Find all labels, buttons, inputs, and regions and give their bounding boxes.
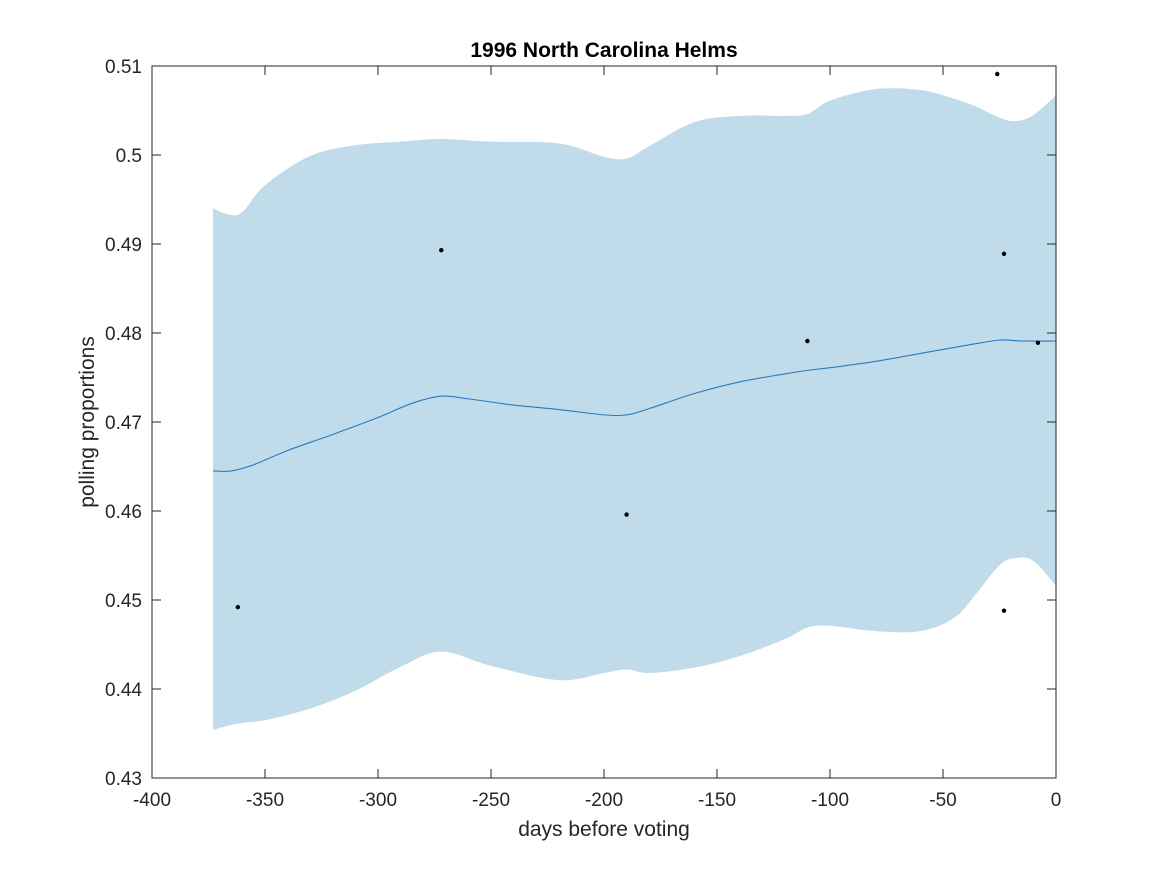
x-tick-label: -150 [698,790,736,811]
x-tick-label: -100 [811,790,849,811]
y-tick-label: 0.46 [105,502,142,523]
y-tick-label: 0.51 [105,57,142,78]
y-tick-label: 0.48 [105,324,142,345]
x-tick-label: 0 [1051,790,1062,811]
data-point [1001,608,1007,613]
x-tick-label: -200 [585,790,623,811]
y-tick-label: 0.49 [105,235,142,256]
y-tick-label: 0.47 [105,413,142,434]
data-point [1001,251,1007,256]
x-tick-label: -400 [133,790,171,811]
data-point [995,71,1000,77]
data-point [624,512,629,517]
x-tick-label: -250 [472,790,510,811]
x-tick-label: -50 [929,790,956,811]
data-point [805,338,810,344]
chart-title: 1996 North Carolina Helms [470,39,737,62]
x-tick-label: -300 [359,790,397,811]
confidence-band [213,88,1056,730]
y-tick-label: 0.5 [116,146,142,167]
x-tick-label: -350 [246,790,284,811]
y-tick-label: 0.43 [105,769,142,790]
data-point [1035,340,1041,345]
y-tick-label: 0.45 [105,591,142,612]
x-axis-label: days before voting [518,818,690,841]
data-point [235,604,241,610]
y-axis-label: polling proportions [76,336,99,508]
y-tick-label: 0.44 [105,680,142,701]
trend-line [213,339,1057,472]
data-point [439,248,444,253]
